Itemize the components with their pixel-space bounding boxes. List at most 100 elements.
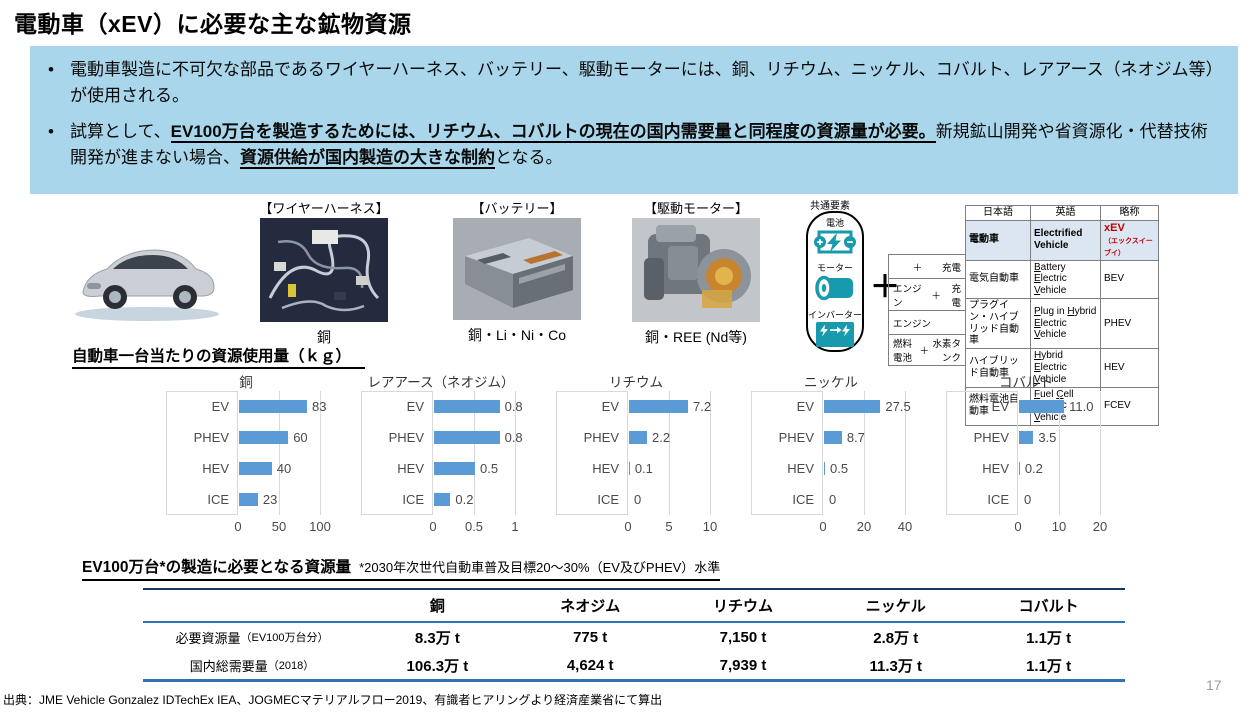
chart-category-box [946,391,1018,515]
category-label: PHEV [388,430,424,445]
common-element-label: インバーター [808,309,863,320]
chart-コバルト: コバルト EV 11.0 PHEV 3.5 HEV 0.2 ICE 0 0 10 20 [946,371,1124,539]
axis-tick: 20 [856,519,872,534]
xev-top-row: 電動車 Electrified Vehicle xEV （エックスイーブイ） [965,220,1159,261]
row-label-main: 必要資源量 [175,630,241,646]
xev-abbr: xEV [1104,222,1125,234]
axis-tick: 5 [665,519,673,534]
row-label-note: （2018） [267,660,315,672]
bullet-item: • 試算として、EV100万台を製造するためには、リチウム、コバルトの現在の国内需… [48,119,1224,172]
gridline [905,391,906,515]
component-wire-harness-photo: 【ワイヤーハーネス】銅 [259,198,389,347]
motor-icon [808,274,862,307]
bar-EV [1019,400,1065,413]
chart-title: リチウム [609,375,663,390]
category-label: ICE [792,492,814,507]
bar-value: 11.0 [1069,399,1094,414]
bar-value: 0.2 [1024,461,1043,476]
plain-text: 電動車製造に不可欠な部品であるワイヤーハーネス、バッテリー、駆動モーターには、銅… [70,60,1223,106]
xev-row-PHEV: プラグイン・ハイブリッド自動車 Plug in Hybrid Electric V… [965,297,1159,350]
category-label: PHEV [973,430,1009,445]
chart-ニッケル: ニッケル EV 27.5 PHEV 8.7 HEV 0.5 ICE 0 0 20 40 [751,371,929,539]
axis-tick: 0 [624,519,632,534]
category-label: HEV [592,461,619,476]
emphasis-text: 資源供給が国内製造の大きな制約 [240,148,495,170]
category-label: EV [211,399,229,414]
battery-icon [808,229,862,260]
bar-PHEV [239,431,289,444]
category-label: PHEV [583,430,619,445]
xev-abbr-cell: FCEV [1100,386,1159,426]
resource-value: 1.1万 t [1026,657,1072,675]
bar-value: 0.5 [830,461,849,476]
chart-plot: EV 83 PHEV 60 HEV 40 ICE 23 [166,391,344,515]
gridline [669,391,670,515]
bar-HEV [629,462,630,475]
bar-value: 0.5 [480,461,499,476]
bar-value: 0 [634,492,642,507]
resource-value: 775 t [573,628,608,646]
bar-HEV [239,462,272,475]
resource-header-ニッケル: ニッケル [819,590,973,623]
axis-tick: 0 [429,519,437,534]
bar-EV [239,400,308,413]
axis-tick: 40 [897,519,913,534]
bar-PHEV [629,431,648,444]
component-label: 【ワイヤーハーネス】 [259,201,389,216]
bar-value: 40 [276,461,292,476]
bar-value: 2.2 [652,430,671,445]
bar-HEV [824,462,826,475]
wire-harness-photo [259,218,389,322]
xev-condition-cell: エンジン ＋ 充電 [888,278,966,311]
gridline [320,391,321,515]
xev-abbr-cell: HEV [1100,348,1159,388]
xev-header-row: 日本語 英語 略称 [965,205,1159,221]
chart-axis: 0 10 20 [946,519,1124,539]
category-label: HEV [787,461,814,476]
common-element-motor: モーター [808,263,862,307]
condition-plus: ＋ [931,290,941,302]
xev-en-cell: Battery Electric Vehicle [1030,259,1101,299]
bar-EV [824,400,881,413]
chart-リチウム: リチウム EV 7.2 PHEV 2.2 HEV 0.1 ICE 0 0 5 10 [556,371,734,539]
xev-cond-row-PHEV: エンジン ＋ 充電 [888,278,966,311]
condition-content: エンジン [893,316,961,330]
xev-header-cell: 英語 [1030,205,1101,221]
axis-tick: 50 [271,519,287,534]
chart-plot: EV 7.2 PHEV 2.2 HEV 0.1 ICE 0 [556,391,734,515]
resource-value: 7,150 t [719,628,767,646]
bar-EV [629,400,689,413]
axis-tick: 10 [702,519,718,534]
category-label: EV [601,399,619,414]
component-label: 【バッテリー】 [471,201,563,216]
xev-abbr-cell: BEV [1100,259,1159,299]
component-car-photo [66,213,226,331]
chart-category-box [166,391,238,515]
row-label-main: 国内総需要量 [189,658,268,674]
xev-jp-cell: ハイブリッド自動車 [965,348,1031,388]
inverter-icon [808,321,862,353]
gridline [279,391,280,515]
axis-tick: 10 [1051,519,1067,534]
chart-category-box [751,391,823,515]
chart-title: 銅 [239,375,253,390]
chart-plot: EV 27.5 PHEV 8.7 HEV 0.5 ICE 0 [751,391,929,515]
resource-value: 1.1万 t [1026,629,1072,647]
category-label: HEV [202,461,229,476]
category-label: ICE [987,492,1009,507]
category-label: ICE [402,492,424,507]
source-citation: 出典：JME Vehicle Gonzalez IDTechEx IEA、JOG… [3,693,663,707]
xev-header-cell: 略称 [1100,205,1159,221]
axis-tick: 0 [234,519,242,534]
condition-content: ＋ 充電 [893,260,961,274]
category-label: EV [796,399,814,414]
bar-value: 27.5 [885,399,911,414]
bullet-marker: • [48,121,54,141]
chart-title: ニッケル [804,375,858,390]
bar-value: 60 [293,430,308,445]
xev-condition-cell: ＋ 充電 [888,254,966,279]
chart-plot: EV 11.0 PHEV 3.5 HEV 0.2 ICE 0 [946,391,1124,515]
axis-tick: 1 [511,519,519,534]
gridline [710,391,711,515]
category-label: ICE [207,492,229,507]
